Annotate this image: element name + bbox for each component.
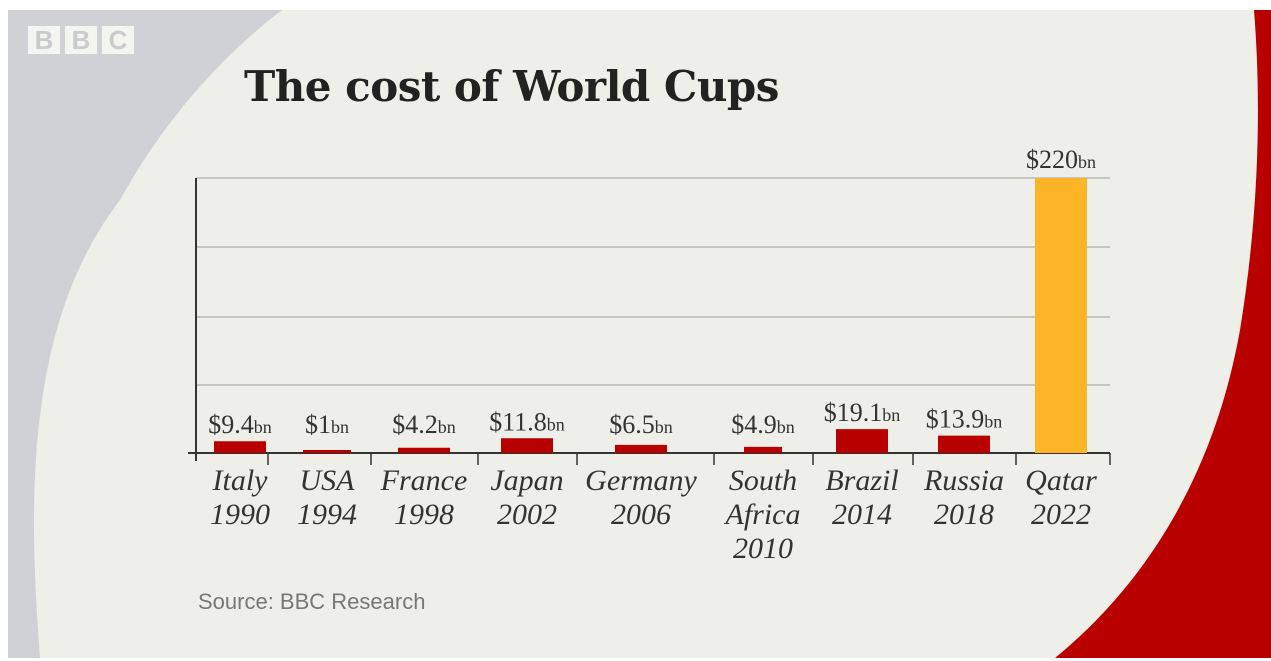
category-label: 2022 <box>1031 498 1091 531</box>
value-label: $4.9bn <box>731 410 795 439</box>
bar-brazil <box>836 429 888 453</box>
gridlines <box>196 177 1110 386</box>
category-label: Brazil <box>825 464 898 497</box>
category-label: France <box>380 464 468 497</box>
value-label: $6.5bn <box>609 410 673 439</box>
category-label: South <box>729 464 797 497</box>
value-labels: $9.4bn $1bn $4.2bn $11.8bn $6.5bn $4.9bn $19.1… <box>208 145 1096 439</box>
value-label: $13.9bn <box>926 405 1003 434</box>
red-accent-shape <box>1055 10 1271 658</box>
category-label: Germany <box>585 464 697 497</box>
source-note: Source: BBC Research <box>198 589 426 614</box>
category-label: 1998 <box>394 498 454 531</box>
bar-italy <box>214 441 266 453</box>
category-label: Qatar <box>1025 464 1097 497</box>
bars <box>214 178 1087 453</box>
category-label: 2018 <box>934 498 994 531</box>
bar-japan <box>501 438 553 453</box>
category-label: Russia <box>923 464 1004 497</box>
bar-usa <box>303 450 351 453</box>
value-label: $11.8bn <box>489 407 565 436</box>
chart-title: The cost of World Cups <box>244 62 779 111</box>
category-label: 2010 <box>733 532 793 565</box>
bbc-logo-letter-1: B <box>28 26 60 54</box>
value-label: $220bn <box>1026 145 1096 174</box>
category-label: 2014 <box>832 498 892 531</box>
value-label: $4.2bn <box>392 410 456 439</box>
bar-france <box>398 447 450 453</box>
category-label: USA <box>300 464 356 497</box>
bar-south <box>744 446 782 453</box>
bbc-logo-letter-2: B <box>65 26 97 54</box>
value-label: $1bn <box>305 410 349 439</box>
bar-germany <box>615 444 667 453</box>
value-label: $19.1bn <box>824 398 901 427</box>
bar-qatar <box>1035 178 1087 453</box>
chart-panel <box>33 10 1259 658</box>
bbc-logo-letter-3: C <box>102 26 134 54</box>
category-label: 1994 <box>297 498 357 531</box>
category-label: Italy <box>212 464 269 497</box>
category-label: 2006 <box>611 498 671 531</box>
category-label: 1990 <box>210 498 270 531</box>
bar-russia <box>938 435 990 453</box>
category-label: Africa <box>724 498 801 531</box>
value-label: $9.4bn <box>208 410 272 439</box>
category-label: 2002 <box>497 498 557 531</box>
category-label: Japan <box>490 464 563 497</box>
